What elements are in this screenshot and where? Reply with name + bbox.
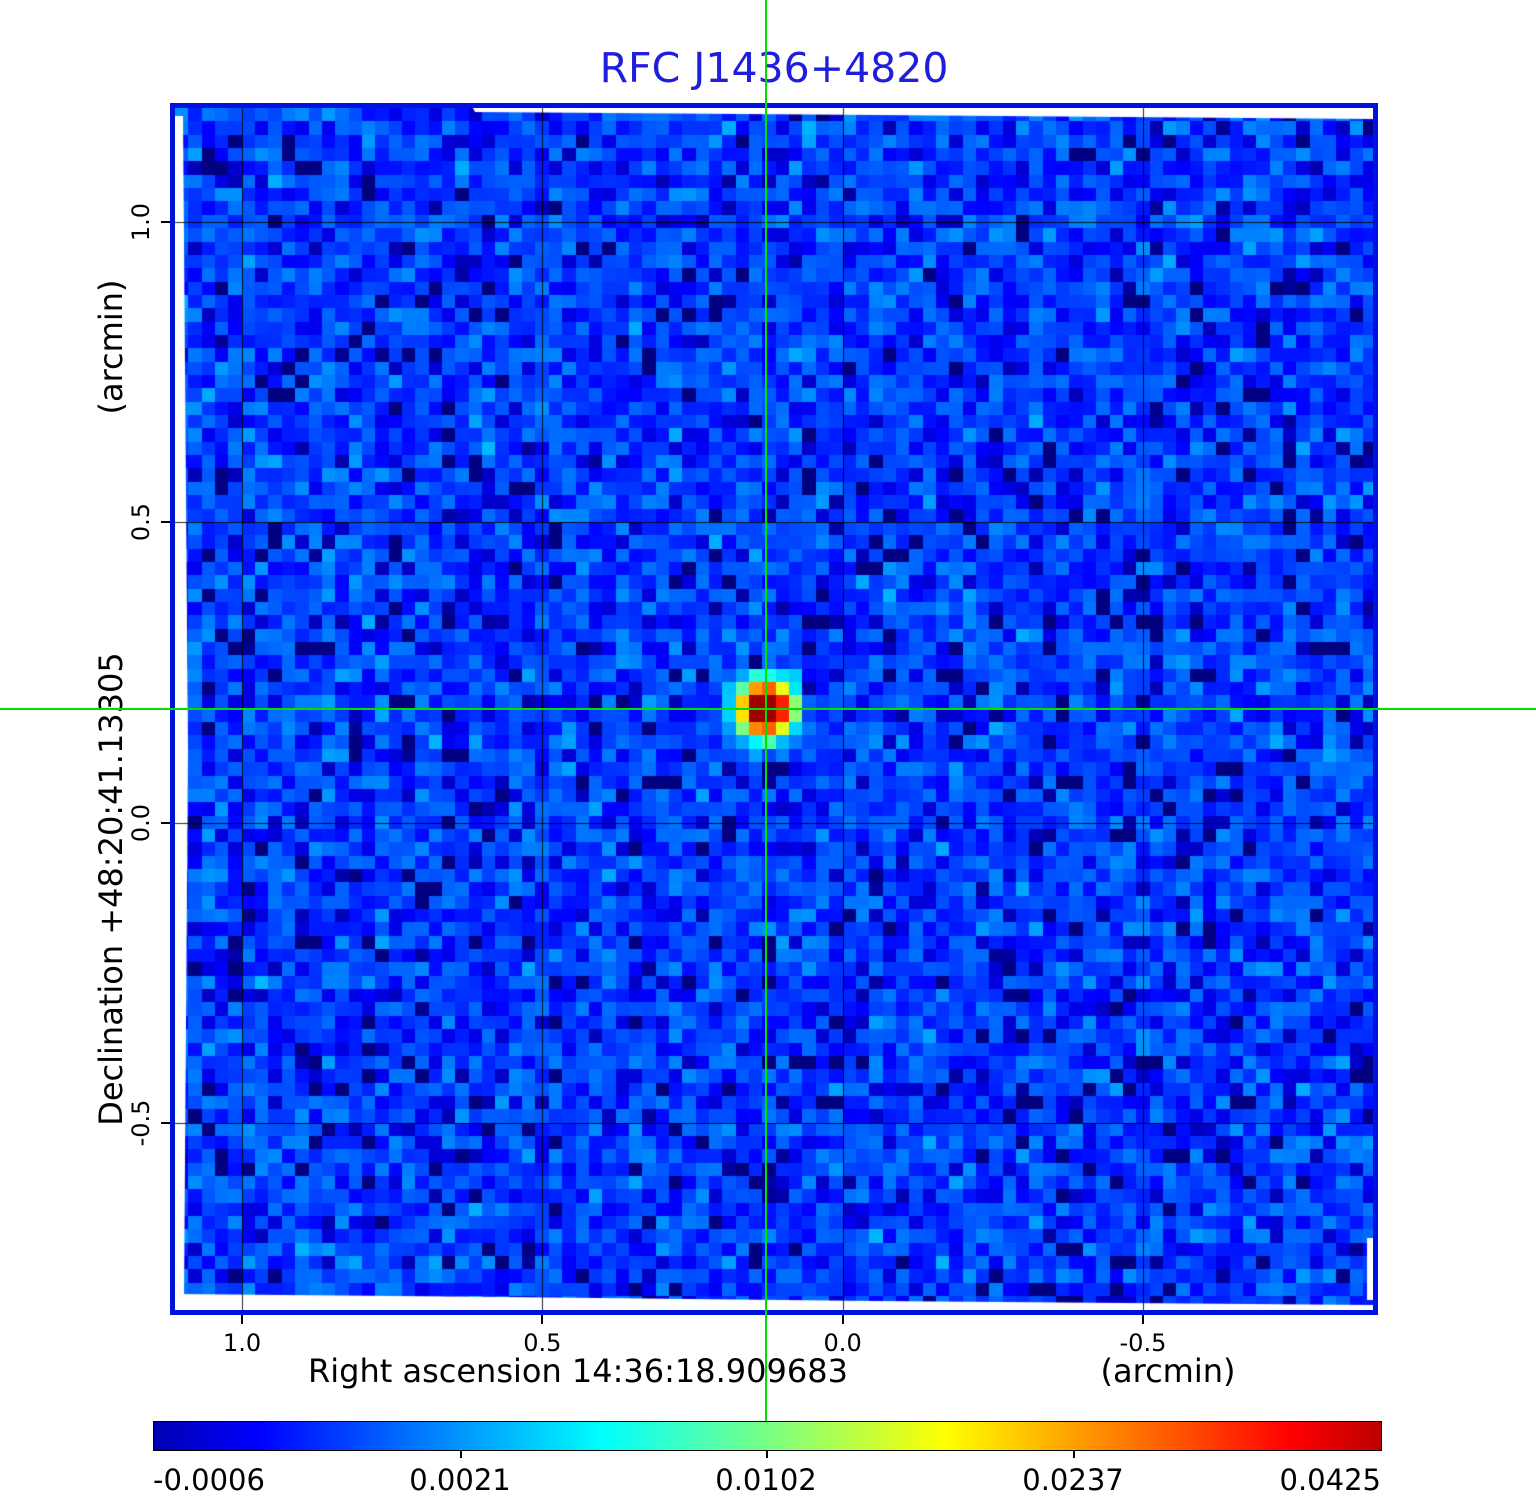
x-axis-tick [1141,1315,1144,1324]
crosshair-vertical [765,0,767,1421]
y-axis-label: Declination +48:20:41.13305 [92,652,130,1126]
x-axis-tick [841,1315,844,1324]
colorbar-label: 0.0102 [715,1463,817,1497]
y-tick-label: -0.5 [127,1099,155,1147]
colorbar-tick [766,1451,768,1458]
plot-title: RFC J1436+4820 [599,44,949,92]
colorbar-tick [460,1451,462,1458]
crosshair-horizontal [0,708,1536,710]
colorbar-label: 0.0425 [1279,1463,1381,1497]
y-axis-tick [161,521,170,524]
y-tick-label: 0.5 [127,503,155,542]
y-axis-tick [161,1122,170,1124]
colorbar-canvas [154,1422,1381,1450]
y-axis-tick [161,821,170,824]
y-tick-label: 0.0 [127,803,155,842]
y-tick-label: 1.0 [127,203,155,242]
colorbar-label: 0.0021 [409,1463,511,1497]
y-axis-unit: (arcmin) [92,279,130,415]
colorbar [153,1421,1382,1451]
x-tick-label: 1.0 [222,1329,262,1357]
x-tick-label: 0.5 [523,1329,562,1357]
x-axis-tick [541,1315,544,1324]
x-axis-unit: (arcmin) [1100,1352,1236,1390]
colorbar-label: 0.0237 [1022,1463,1124,1497]
colorbar-label: -0.0006 [153,1463,265,1497]
x-tick-label: -0.5 [1119,1329,1167,1357]
y-axis-tick [161,221,170,224]
x-axis-label: Right ascension 14:36:18.909683 [308,1352,848,1390]
x-axis-tick [241,1315,244,1324]
colorbar-tick [1073,1451,1075,1458]
x-tick-label: 0.0 [823,1329,862,1357]
